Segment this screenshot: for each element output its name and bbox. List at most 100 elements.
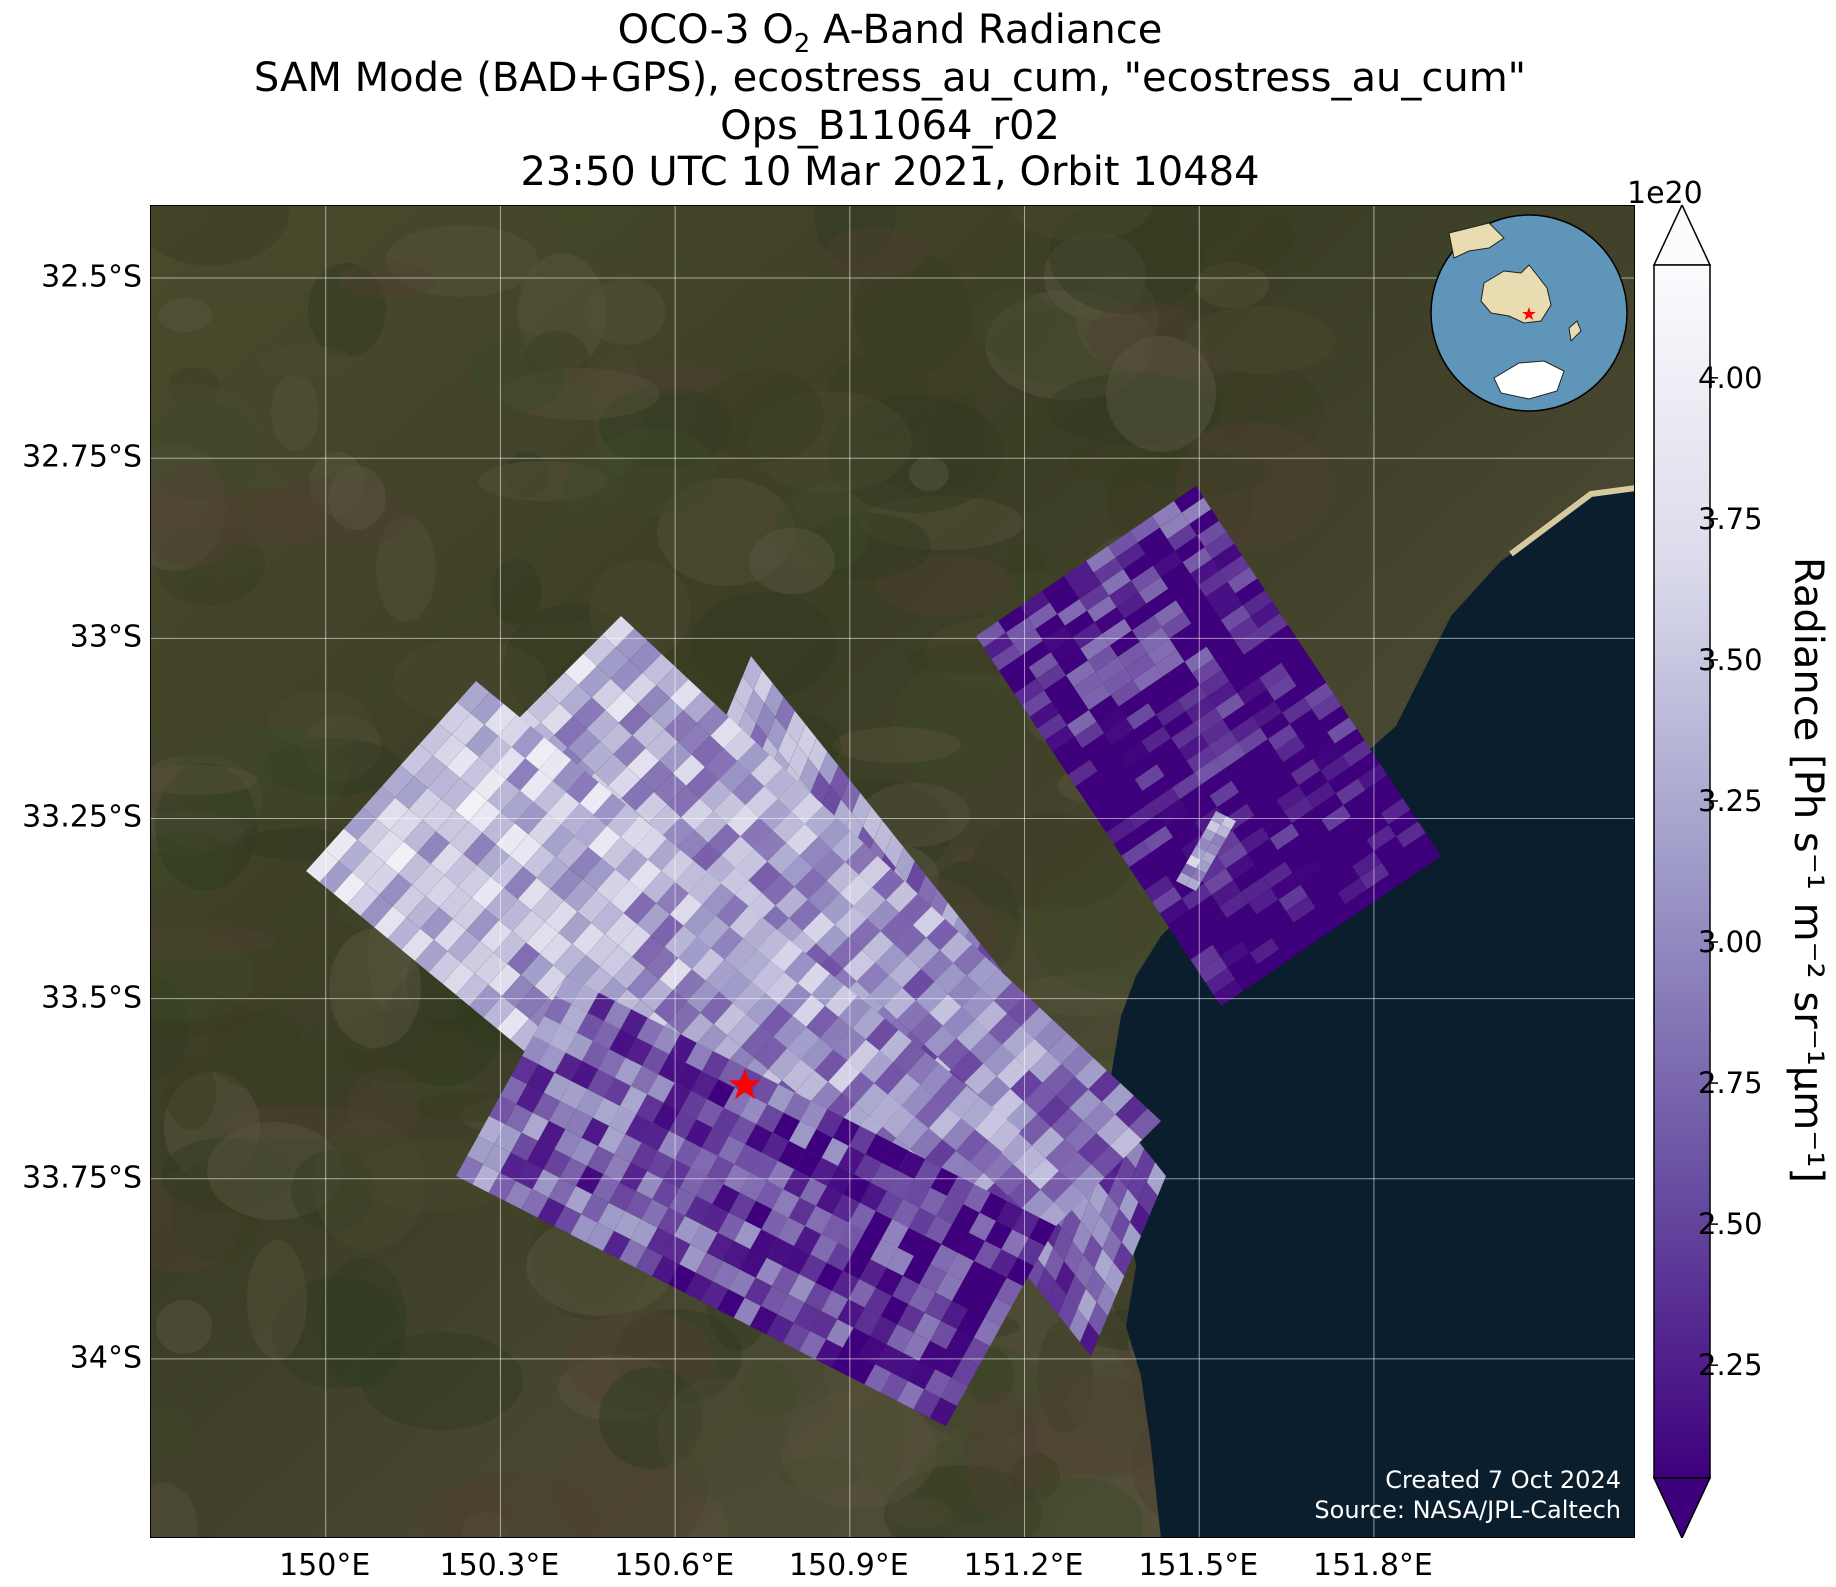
terrain-patch (657, 1378, 787, 1492)
terrain-patch (1211, 365, 1323, 457)
created-credit: Created 7 Oct 2024 (1385, 1466, 1621, 1494)
terrain-patch (814, 206, 896, 267)
ocean-area (1101, 491, 1634, 1537)
terrain-patch (151, 449, 298, 577)
globe-asia (1448, 222, 1505, 259)
terrain-patch (291, 1150, 375, 1232)
terrain-patch (151, 976, 189, 1080)
terrain-patch (218, 1106, 384, 1140)
terrain-patch (679, 1495, 729, 1537)
terrain-patch (565, 1310, 715, 1412)
terrain-patch (168, 367, 220, 407)
colorbar-bottom-extend (1652, 1477, 1712, 1538)
terrain-patch (691, 592, 837, 698)
radiance-footprint (1212, 979, 1244, 1007)
colorbar (1652, 205, 1718, 1538)
terrain-patch (301, 714, 381, 780)
terrain-patch (915, 1435, 1031, 1523)
swath-north (975, 485, 1442, 1007)
terrain-patch (1017, 1478, 1143, 1537)
terrain-patch (1087, 302, 1203, 372)
terrain-patch (207, 1122, 343, 1220)
terrain-patch (151, 206, 290, 266)
terrain-patch (1076, 273, 1158, 365)
target-star-icon: ★ (726, 1060, 764, 1109)
title-line-3: Ops_B11064_r02 (720, 103, 1060, 149)
terrain-patch (151, 206, 205, 234)
terrain-patch (156, 1300, 212, 1354)
terrain-patch (884, 1465, 1042, 1537)
terrain-patch (748, 391, 912, 493)
latitude-tick-label: 33.5°S (41, 980, 142, 1016)
swath-south (455, 975, 1057, 1427)
title-part-b: A-Band Radiance (810, 7, 1163, 53)
terrain-patch (781, 1391, 937, 1509)
terrain-patch (151, 831, 232, 899)
terrain-patch (973, 288, 1053, 358)
terrain-patch (155, 763, 257, 891)
map-panel[interactable]: ★ ★ (150, 205, 1635, 1538)
terrain-patch (554, 1427, 708, 1537)
terrain-patch (518, 253, 606, 371)
terrain-patch (950, 849, 994, 891)
colorbar-top-extend (1652, 205, 1712, 266)
terrain-patch (444, 1487, 512, 1537)
radiance-footprint (929, 1397, 958, 1427)
terrain-patch (331, 931, 403, 1051)
terrain-patch (329, 928, 421, 1048)
latitude-tick-label: 32.5°S (41, 259, 142, 295)
globe-new-zealand (1568, 320, 1582, 343)
longitude-tick-label: 150.6°E (614, 1548, 735, 1583)
latitude-tick-label: 33°S (69, 619, 142, 655)
colorbar-tick-label: 3.75 (1698, 501, 1763, 536)
terrain-patch (342, 1009, 462, 1083)
terrain-patch (151, 383, 262, 489)
globe-inset: ★ (1430, 214, 1628, 412)
terrain-patch (964, 1391, 1038, 1517)
terrain-patch (259, 345, 355, 379)
terrain-patch (328, 466, 386, 530)
terrain-patch (565, 452, 619, 526)
terrain-patch (1125, 349, 1233, 379)
terrain-patch (313, 1120, 425, 1250)
terrain-patch (972, 813, 1134, 911)
radiance-footprint (1185, 876, 1202, 892)
terrain-patch (247, 1240, 307, 1360)
colorbar-label: Radiance [Ph s⁻¹ m⁻² sr⁻¹μm⁻¹] (1785, 556, 1831, 1184)
terrain-patch (584, 279, 666, 345)
terrain-patch (500, 368, 660, 420)
terrain-patch (1013, 1377, 1181, 1475)
terrain-patch (885, 1498, 953, 1528)
terrain-patch (198, 263, 310, 305)
terrain-patch (151, 988, 248, 1038)
terrain-patch (491, 559, 541, 625)
terrain-patch (158, 298, 212, 332)
terrain-patch (1181, 206, 1239, 243)
terrain-patch (151, 765, 257, 795)
terrain-patch (1012, 974, 1158, 1016)
colorbar-tick-label: 3.00 (1698, 925, 1763, 960)
terrain-patch (680, 491, 728, 525)
terrain-patch (827, 395, 1003, 513)
colorbar-tick-label: 4.00 (1698, 360, 1763, 395)
terrain-patch (1049, 206, 1205, 314)
latitude-tick-label: 34°S (69, 1340, 142, 1376)
terrain-patch (199, 490, 329, 548)
terrain-patch (779, 1458, 861, 1490)
terrain-patch (309, 452, 365, 516)
terrain-patch (166, 1054, 216, 1130)
globe-australia (1480, 264, 1552, 324)
terrain-patch (985, 290, 1153, 400)
terrain-patch (1005, 546, 1047, 600)
terrain-patch (151, 463, 249, 567)
terrain-patch (1011, 206, 1153, 241)
terrain-patch (741, 1362, 799, 1416)
terrain-patch (478, 461, 608, 501)
terrain-patch (151, 810, 244, 854)
terrain-patch (591, 428, 717, 516)
terrain-patch (372, 1066, 472, 1104)
terrain-patch (151, 1483, 198, 1537)
longitude-tick-label: 150.9°E (788, 1548, 909, 1583)
terrain-patch (1111, 891, 1151, 955)
title-part-a: OCO-3 O (617, 7, 794, 53)
